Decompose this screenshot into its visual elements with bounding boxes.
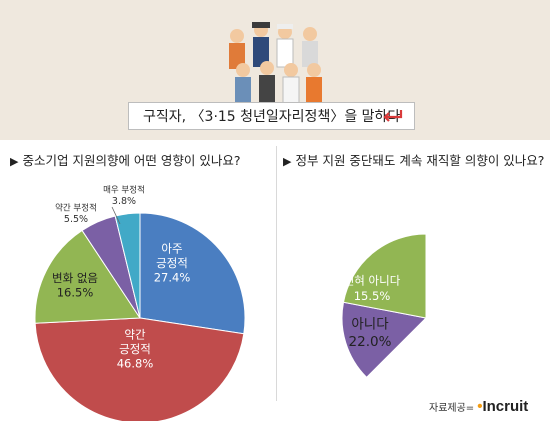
person-6 (259, 61, 275, 104)
pie2-value-1: 22.0% (349, 334, 392, 350)
chart-1-question: ▶ 중소기업 지원의향에 어떤 영향이 있나요? (10, 150, 241, 169)
pie1-label-1-1: 긍정적 (119, 342, 151, 356)
triangle-bullet-icon: ▶ (10, 155, 19, 168)
person-3 (276, 24, 294, 68)
pie2-value-0: 15.5% (354, 289, 391, 303)
pie1-slice-0 (139, 212, 246, 335)
pie1-value-2: 16.5% (57, 285, 94, 299)
triangle-bullet-icon: ▶ (283, 155, 292, 168)
person-8 (306, 63, 322, 104)
data-source: 자료제공= •Incruit (429, 398, 528, 415)
person-1 (229, 29, 245, 69)
person-7 (282, 63, 300, 104)
person-2 (252, 22, 270, 67)
pie1-slice-2 (34, 229, 141, 324)
pie2-label-0: 전혀 아니다 (344, 273, 401, 287)
person-4 (302, 27, 318, 67)
pie1-label-0-1: 긍정적 (156, 256, 188, 270)
pie2-slice-1 (342, 233, 427, 319)
incruit-logo: •Incruit (477, 398, 529, 415)
chart-2-title: 정부 지원 중단돼도 계속 재직할 의향이 있나요? (295, 153, 545, 168)
pie1-label-3: 약간 부정적 (55, 202, 97, 213)
chart-2-question: ▶ 정부 지원 중단돼도 계속 재직할 의향이 있나요? (283, 150, 544, 169)
divider (276, 146, 277, 401)
pie1-value-0: 27.4% (154, 271, 191, 285)
pie1-slice-4 (114, 212, 141, 319)
source-label: 자료제공= (429, 403, 475, 414)
pie1-value-1: 46.8% (117, 357, 154, 371)
page-title: 구직자, 〈3·15 청년일자리정책〉을 말하다 (143, 109, 401, 125)
pie1-slice-1 (34, 317, 245, 421)
pie1-label-4: 매우 부정적 (103, 184, 145, 195)
person-5 (235, 63, 251, 104)
pie2-slice-0 (341, 301, 428, 379)
return-arrow-icon (383, 110, 403, 122)
pie1-leader-line (111, 206, 121, 225)
page-title-box: 구직자, 〈3·15 청년일자리정책〉을 말하다 (128, 102, 415, 130)
job-seekers-illustration (229, 22, 322, 104)
pie1-label-1-0: 약간 (124, 328, 146, 342)
pie1-value-4: 3.8% (112, 196, 136, 207)
chart-1-title: 중소기업 지원의향에 어떤 영향이 있나요? (22, 153, 241, 168)
pie1-value-3: 5.5% (64, 214, 88, 225)
pie1-label-0-0: 아주 (161, 242, 182, 256)
pie1-label-2: 변화 없음 (52, 271, 98, 285)
pie2-label-1: 아니다 (351, 316, 389, 332)
